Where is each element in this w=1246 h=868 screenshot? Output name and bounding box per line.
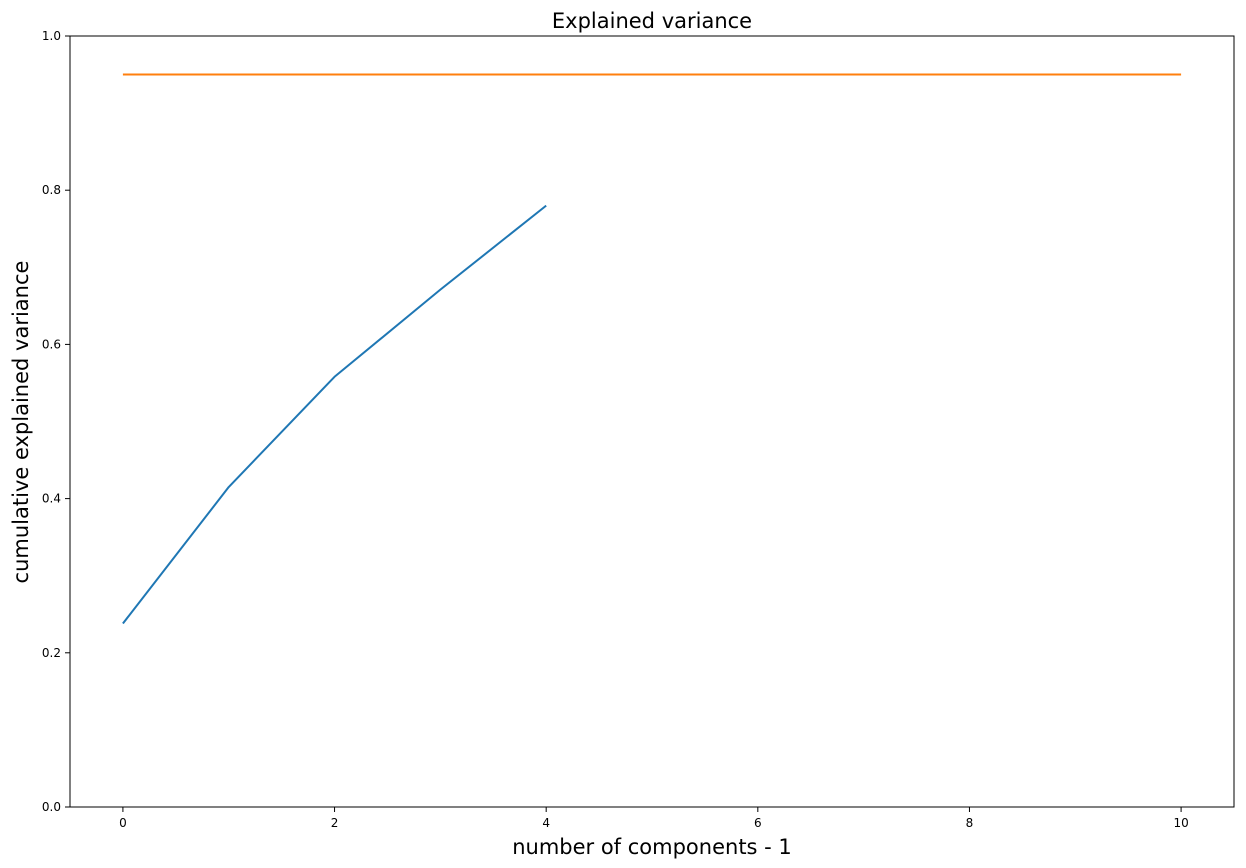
y-tick-label: 0.4 <box>42 492 61 506</box>
x-tick-label: 10 <box>1173 816 1188 830</box>
y-tick-label: 0.2 <box>42 646 61 660</box>
x-axis-ticks: 0 2 4 6 8 10 <box>119 807 1189 830</box>
y-tick-label: 0.0 <box>42 800 61 814</box>
y-axis-label: cumulative explained variance <box>9 261 33 584</box>
plot-frame <box>69 35 1235 808</box>
x-tick-label: 4 <box>542 816 550 830</box>
chart-title: Explained variance <box>552 9 752 33</box>
x-axis-label: number of components - 1 <box>512 835 792 859</box>
y-tick-label: 1.0 <box>42 29 61 43</box>
series-layer <box>122 73 1182 625</box>
x-tick-label: 0 <box>119 816 127 830</box>
x-tick-label: 6 <box>754 816 762 830</box>
y-tick-label: 0.8 <box>42 183 61 197</box>
y-tick-label: 0.6 <box>42 337 61 351</box>
series-line-0 <box>122 204 547 625</box>
y-axis-ticks: 0.0 0.2 0.4 0.6 0.8 1.0 <box>42 29 70 814</box>
x-tick-label: 8 <box>966 816 974 830</box>
x-tick-label: 2 <box>331 816 339 830</box>
